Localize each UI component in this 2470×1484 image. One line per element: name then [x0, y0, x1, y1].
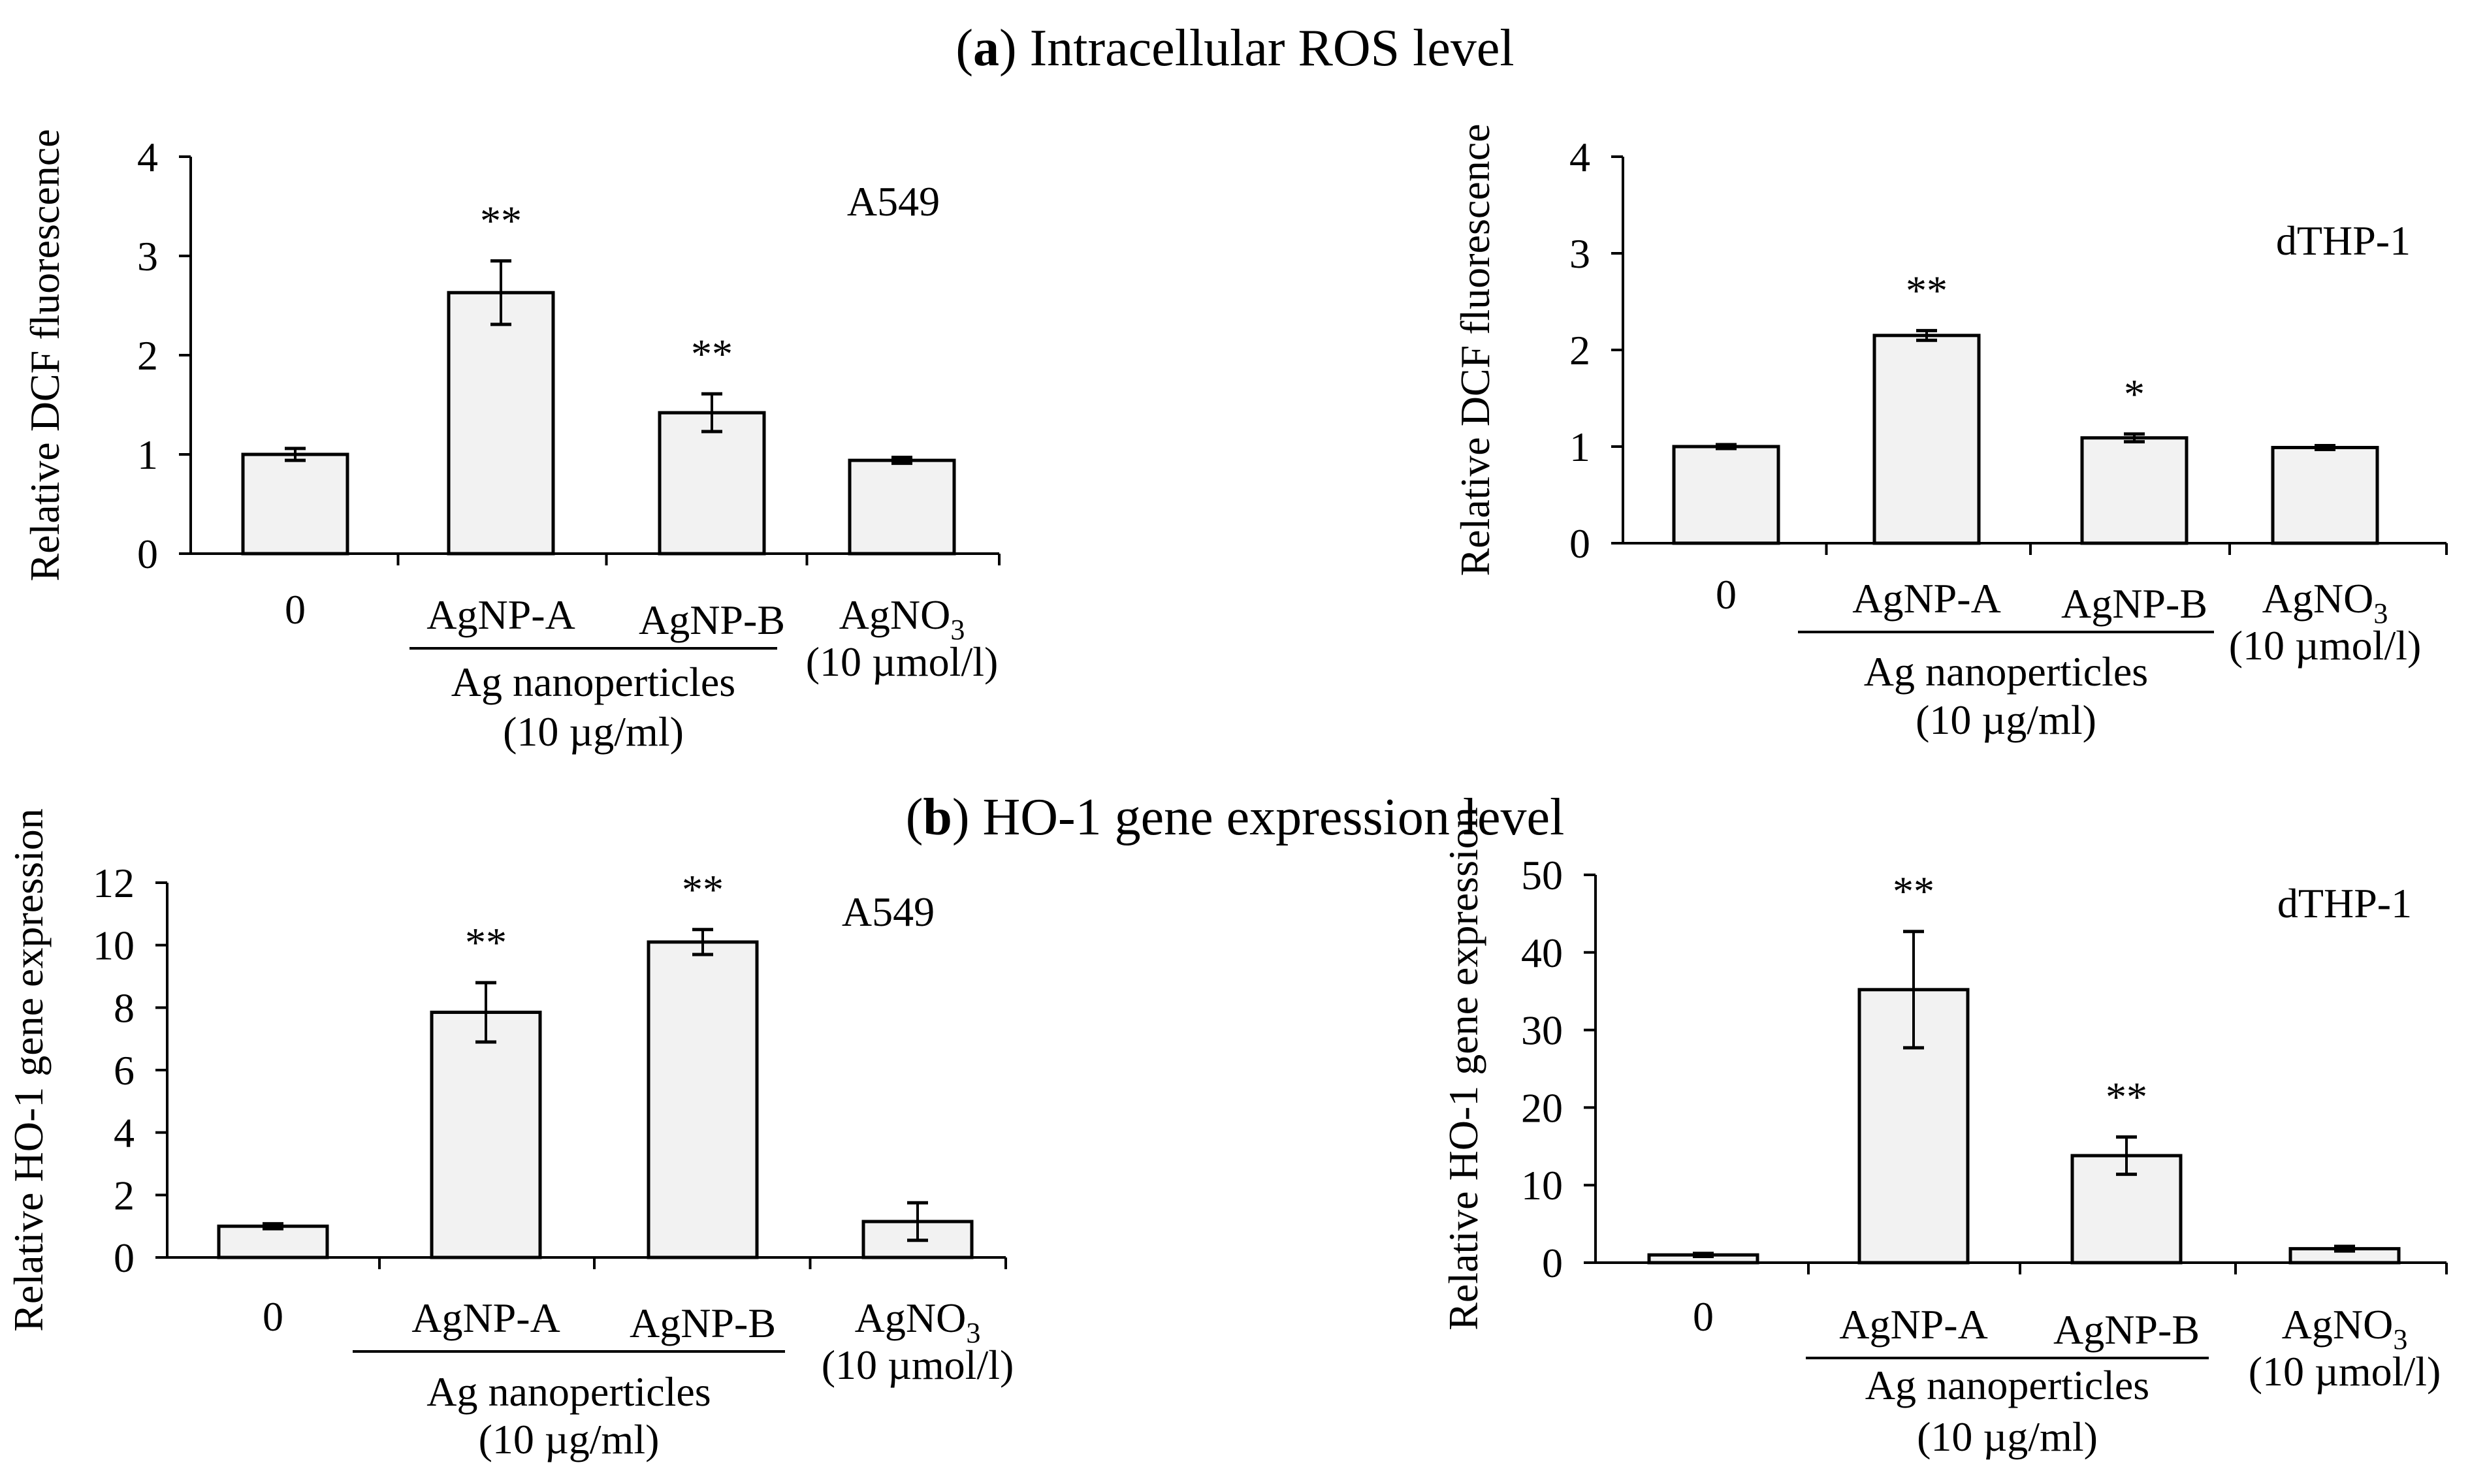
significance-mark: **: [691, 330, 733, 377]
group-concentration: (10 µg/ml): [479, 1416, 660, 1462]
section-b-letter: b: [923, 789, 952, 846]
significance-mark: **: [1893, 868, 1934, 915]
cell-line-label: dTHP-1: [2276, 217, 2411, 264]
y-tick-label: 10: [93, 923, 135, 969]
category-label: AgNP-A: [411, 1295, 560, 1341]
y-tick-label: 0: [1542, 1240, 1563, 1286]
category-label: 0: [1716, 571, 1737, 618]
category-label: AgNP-A: [1839, 1301, 1988, 1348]
significance-mark: **: [2106, 1074, 2147, 1120]
y-tick-label: 1: [1569, 424, 1590, 470]
category-label: AgNP-B: [2053, 1306, 2200, 1353]
agno3-main: AgNO: [855, 1295, 967, 1341]
y-tick-label: 12: [93, 860, 135, 906]
section-b-title: (b) HO-1 gene expression level: [906, 789, 1565, 846]
y-tick-label: 20: [1521, 1084, 1563, 1131]
y-tick-label: 3: [1569, 230, 1590, 277]
agno3-main: AgNO: [2262, 575, 2374, 622]
y-tick-label: 4: [1569, 134, 1590, 180]
group-label: Ag nanoperticles: [1865, 1362, 2149, 1408]
y-tick-label: 30: [1521, 1007, 1563, 1054]
significance-mark: **: [480, 198, 522, 244]
category-label: AgNP-A: [1852, 575, 2001, 622]
category-label: AgNP-B: [639, 597, 785, 643]
group-label: Ag nanoperticles: [426, 1368, 711, 1415]
y-tick-label: 2: [137, 332, 158, 379]
significance-mark: **: [682, 866, 724, 913]
y-tick-label: 8: [114, 985, 135, 1031]
agno3-concentration: (10 µmol/l): [2249, 1348, 2441, 1395]
agno3-concentration: (10 µmol/l): [806, 639, 999, 685]
category-label: 0: [263, 1293, 283, 1340]
y-tick-label: 0: [137, 531, 158, 577]
y-tick-label: 40: [1521, 930, 1563, 976]
y-tick-label: 10: [1521, 1162, 1563, 1208]
category-label: AgNP-B: [630, 1300, 776, 1346]
category-label-agno3: AgNO3: [2282, 1301, 2408, 1355]
agno3-subscript: 3: [2373, 597, 2388, 629]
section-a-title-text: Intracellular ROS level: [1030, 20, 1515, 77]
agno3-concentration: (10 µmol/l): [2229, 622, 2422, 669]
y-tick-label: 2: [1569, 327, 1590, 373]
bar: [2271, 445, 2379, 545]
y-axis-label: Relative HO-1 gene expression: [1440, 807, 1486, 1331]
y-tick-label: 50: [1521, 852, 1563, 898]
y-tick-label: 1: [137, 432, 158, 478]
significance-mark: **: [1906, 267, 1948, 313]
y-tick-label: 2: [114, 1172, 135, 1218]
y-axis-label: Relative DCF fluorescence: [1452, 123, 1498, 576]
group-concentration: (10 µg/ml): [503, 708, 684, 755]
bar: [430, 1011, 542, 1259]
y-tick-label: 4: [114, 1110, 135, 1156]
section-a-letter: a: [973, 20, 999, 77]
agno3-subscript: 3: [2393, 1323, 2407, 1355]
category-label: 0: [285, 586, 306, 633]
section-b-title-text: HO-1 gene expression level: [982, 789, 1564, 846]
category-label-agno3: AgNO3: [2262, 575, 2388, 629]
bar: [217, 1224, 329, 1259]
bar: [447, 291, 555, 556]
section-a-title: (a) Intracellular ROS level: [955, 20, 1514, 77]
y-axis-label: Relative HO-1 gene expression: [5, 808, 52, 1332]
cell-line-label: dTHP-1: [2277, 880, 2412, 926]
chart-panel-a-a549: 0 1 2 3 4 Relative DCF fluorescence A549 ** ** 0 A…: [22, 129, 1001, 755]
agno3-subscript: 3: [966, 1317, 980, 1349]
group-label: Ag nanoperticles: [1864, 648, 2148, 695]
category-label-agno3: AgNO3: [839, 592, 965, 646]
group-concentration: (10 µg/ml): [1916, 697, 2096, 743]
significance-mark: *: [2124, 371, 2145, 417]
bar: [1672, 445, 1780, 545]
y-tick-label: 3: [137, 233, 158, 279]
y-axis-label: Relative DCF fluorescence: [22, 129, 68, 581]
bar: [848, 458, 956, 556]
bar: [2080, 436, 2189, 545]
category-label: AgNP-A: [426, 592, 575, 638]
bar: [647, 940, 759, 1259]
y-tick-label: 6: [114, 1047, 135, 1094]
cell-line-label: A549: [847, 178, 940, 225]
group-label: Ag nanoperticles: [451, 659, 735, 705]
bar: [658, 411, 766, 556]
bar: [1872, 334, 1981, 545]
category-label-agno3: AgNO3: [855, 1295, 981, 1349]
group-concentration: (10 µg/ml): [1917, 1413, 2098, 1460]
agno3-main: AgNO: [2282, 1301, 2394, 1348]
agno3-concentration: (10 µmol/l): [822, 1342, 1014, 1388]
y-tick-label: 0: [114, 1235, 135, 1281]
category-label: 0: [1693, 1293, 1714, 1340]
y-tick-label: 0: [1569, 520, 1590, 567]
agno3-main: AgNO: [839, 592, 951, 638]
bar: [241, 452, 349, 556]
significance-mark: **: [465, 919, 507, 966]
cell-line-label: A549: [842, 889, 935, 935]
chart-panel-b-a549: 0 2 4 6 8 10 12 Relative HO-1 gene expression A5…: [5, 808, 1014, 1462]
category-label: AgNP-B: [2061, 580, 2207, 627]
y-tick-label: 4: [137, 134, 158, 180]
agno3-subscript: 3: [950, 614, 965, 646]
